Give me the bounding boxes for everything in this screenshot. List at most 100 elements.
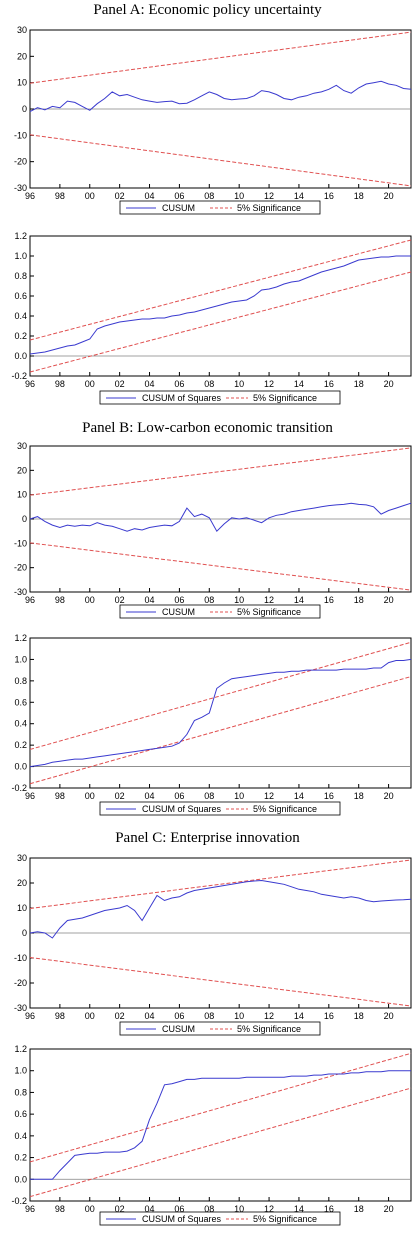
y-tick-label: 10 — [17, 490, 27, 500]
panel-b-title: Panel B: Low-carbon economic transition — [82, 420, 333, 436]
x-tick-label: 00 — [85, 595, 95, 605]
legend-box — [99, 390, 341, 405]
x-tick-label: 00 — [85, 1011, 95, 1021]
x-tick-label: 06 — [174, 191, 184, 201]
series-line — [29, 502, 412, 533]
x-tick-label: 98 — [55, 379, 65, 389]
legend: CUSUM of Squares 5% Significance — [99, 1211, 341, 1226]
legend-bounds-label: 5% Significance — [253, 804, 317, 814]
y-tick-label: 1.2 — [14, 1044, 27, 1054]
lower-bound-line — [29, 1087, 412, 1198]
x-tick-label: 14 — [294, 191, 304, 201]
x-tick-label: 02 — [115, 191, 125, 201]
x-tick-label: 12 — [264, 791, 274, 801]
x-tick-label: 10 — [234, 1011, 244, 1021]
x-tick-label: 16 — [324, 595, 334, 605]
x-tick-label: 96 — [25, 1204, 35, 1214]
x-tick-label: 08 — [204, 595, 214, 605]
panel-a-title: Panel A: Economic policy uncertainty — [93, 2, 322, 18]
y-tick-label: 0.8 — [14, 1087, 27, 1097]
y-tick-label: 0.2 — [14, 740, 27, 750]
legend-series-label: CUSUM of Squares — [142, 393, 222, 403]
x-tick-label: 18 — [354, 1204, 364, 1214]
x-tick-label: 14 — [294, 1204, 304, 1214]
y-tick-label: 30 — [17, 853, 27, 863]
y-tick-label: -20 — [14, 157, 27, 167]
x-tick-label: 16 — [324, 1204, 334, 1214]
x-tick-label: 02 — [115, 1204, 125, 1214]
x-tick-label: 12 — [264, 1011, 274, 1021]
x-tick-label: 98 — [55, 595, 65, 605]
lower-bound-line — [29, 676, 412, 785]
y-tick-label: 0.6 — [14, 291, 27, 301]
x-tick-label: 20 — [384, 379, 394, 389]
series-line — [30, 1070, 411, 1180]
upper-bound-line — [29, 239, 412, 341]
legend-series-label: CUSUM — [162, 1024, 195, 1034]
x-tick-label: 98 — [55, 791, 65, 801]
legend-bounds-label: 5% Significance — [237, 203, 301, 213]
y-tick-label: 0.2 — [14, 1153, 27, 1163]
chart-c-cusum-squares: 1.2 1.0 0.8 0.6 0.4 0.2 0.0 -0.296 98 00 02 04 06 08 1… — [11, 1044, 412, 1226]
x-tick-label: 14 — [294, 595, 304, 605]
x-tick-label: 14 — [294, 379, 304, 389]
x-tick-label: 16 — [324, 791, 334, 801]
x-tick-label: 08 — [204, 191, 214, 201]
y-tick-label: -30 — [14, 183, 27, 193]
x-tick-label: 02 — [115, 379, 125, 389]
y-tick-label: 1.0 — [14, 251, 27, 261]
y-tick-label: 0.2 — [14, 331, 27, 341]
y-tick-label: -10 — [14, 953, 27, 963]
x-tick-label: 20 — [384, 191, 394, 201]
y-tick-label: 10 — [17, 78, 27, 88]
x-tick-label: 02 — [115, 791, 125, 801]
x-tick-label: 12 — [264, 595, 274, 605]
series-line — [29, 80, 412, 113]
series-line — [29, 658, 412, 768]
y-tick-label: 0.4 — [14, 311, 27, 321]
lower-bound-line — [29, 542, 412, 591]
panel-c-title: Panel C: Enterprise innovation — [115, 830, 300, 846]
x-tick-label: 08 — [204, 1011, 214, 1021]
x-tick-label: 18 — [354, 379, 364, 389]
y-tick-label: -0.2 — [11, 1196, 27, 1206]
x-tick-label: 08 — [204, 379, 214, 389]
y-tick-label: 0.0 — [14, 762, 27, 772]
y-tick-label: -30 — [14, 587, 27, 597]
plot-frame — [29, 1048, 412, 1202]
x-tick-label: 20 — [384, 1204, 394, 1214]
y-tick-label: 0 — [22, 928, 27, 938]
legend-series-label: CUSUM of Squares — [142, 804, 222, 814]
series-line — [29, 879, 412, 939]
x-tick-label: 04 — [145, 191, 155, 201]
x-tick-label: 18 — [354, 1011, 364, 1021]
y-tick-label: 0.8 — [14, 676, 27, 686]
legend: CUSUM of Squares 5% Significance — [99, 390, 341, 405]
x-tick-label: 06 — [174, 379, 184, 389]
legend-bounds-label: 5% Significance — [237, 1024, 301, 1034]
y-tick-label: 0.4 — [14, 719, 27, 729]
upper-bound-line — [29, 447, 412, 496]
y-tick-label: -0.2 — [11, 783, 27, 793]
plot-frame — [29, 235, 412, 377]
y-tick-label: -0.2 — [11, 371, 27, 381]
y-tick-label: 0.6 — [14, 697, 27, 707]
y-tick-label: 1.2 — [14, 231, 27, 241]
x-tick-label: 96 — [25, 191, 35, 201]
legend-bounds-label: 5% Significance — [253, 1214, 317, 1224]
y-tick-label: 20 — [17, 465, 27, 475]
y-tick-label: 0.0 — [14, 351, 27, 361]
x-tick-label: 04 — [145, 379, 155, 389]
x-tick-label: 06 — [174, 595, 184, 605]
x-tick-label: 08 — [204, 791, 214, 801]
x-tick-label: 00 — [85, 791, 95, 801]
x-tick-label: 96 — [25, 595, 35, 605]
x-tick-label: 12 — [264, 1204, 274, 1214]
legend: CUSUM 5% Significance — [119, 1021, 321, 1036]
upper-bound-line — [29, 641, 412, 750]
y-tick-label: 20 — [17, 878, 27, 888]
upper-bound-line — [29, 1052, 412, 1163]
y-tick-label: 0.0 — [14, 1174, 27, 1184]
x-tick-label: 06 — [174, 791, 184, 801]
